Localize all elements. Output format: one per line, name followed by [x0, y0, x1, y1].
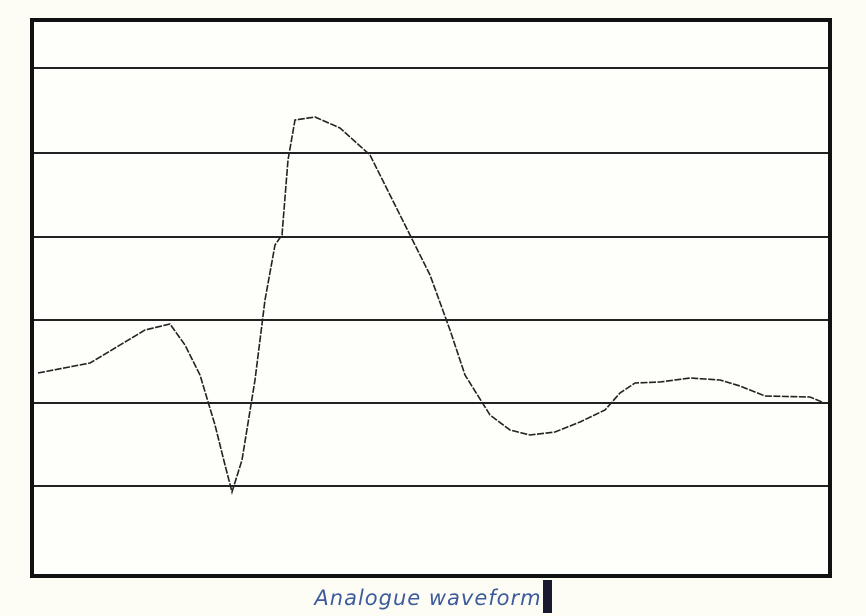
display-frame	[30, 18, 832, 578]
text-cursor	[542, 580, 552, 613]
caption: Analogue waveform	[314, 586, 542, 610]
grid	[34, 67, 828, 487]
waveform	[37, 116, 823, 495]
caption-line: Analogue waveform	[0, 580, 866, 613]
